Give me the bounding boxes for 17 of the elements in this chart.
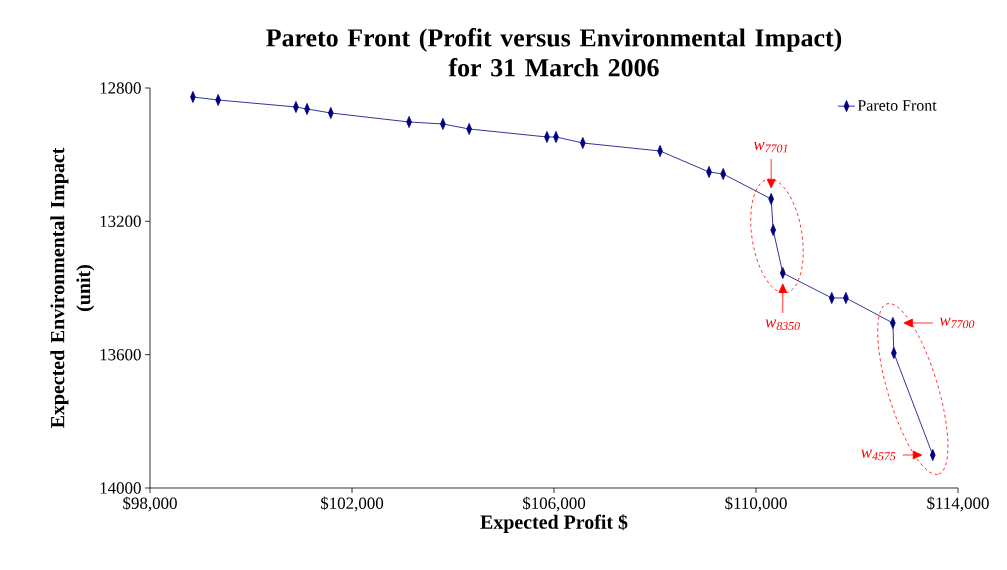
x-tick-label: $98,000: [123, 496, 177, 512]
y-axis-title: Expected Environmental Impact (unit): [50, 147, 95, 429]
chart-title: Pareto Front (Profit versus Environmental Impact) for 31 March 2006: [266, 28, 842, 77]
y-tick-label: 14000: [100, 482, 141, 494]
x-tick-label: $106,000: [522, 496, 586, 512]
y-tick-label: 12800: [100, 82, 141, 94]
annotation: w$_{7701}$: [753, 141, 788, 153]
x-tick-label: $114,000: [927, 496, 989, 512]
x-tick-label: $102,000: [320, 496, 384, 512]
annotation: w$_{8350}$: [765, 319, 800, 330]
annotation: w$_{4575}$: [861, 449, 896, 461]
y-tick-label: 13200: [100, 215, 141, 228]
y-tick-label: 13600: [100, 348, 141, 361]
x-axis-title: Expected Profit $: [480, 514, 628, 533]
annotation: w$_{7700}$: [939, 317, 975, 329]
x-tick-label: $110,000: [725, 496, 787, 512]
legend-label: Pareto Front: [857, 100, 937, 111]
